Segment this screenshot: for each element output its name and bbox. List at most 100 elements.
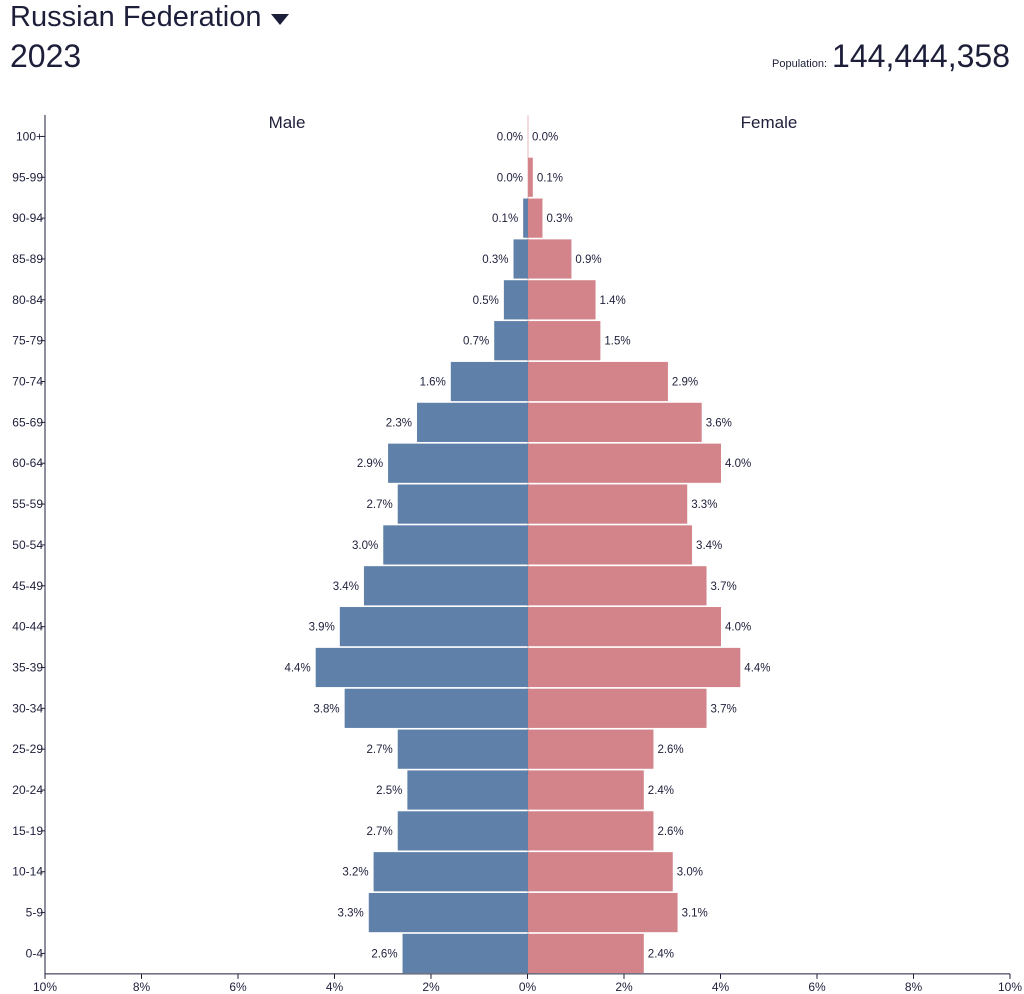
male-bar	[397, 811, 528, 851]
population-label: Population:	[772, 58, 828, 70]
age-group-label: 35-39	[12, 660, 43, 674]
male-value-label: 0.0%	[497, 172, 523, 184]
female-value-label: 4.0%	[725, 622, 751, 634]
female-value-label: 0.3%	[546, 213, 572, 225]
female-bar	[528, 525, 693, 565]
male-value-label: 2.3%	[386, 417, 412, 429]
male-value-label: 2.9%	[357, 458, 383, 470]
male-bar	[523, 198, 528, 238]
male-bar	[417, 402, 528, 442]
female-bar	[528, 321, 601, 361]
male-bar	[339, 607, 528, 647]
female-bar	[528, 566, 707, 606]
male-value-label: 2.7%	[367, 744, 393, 756]
female-value-label: 3.0%	[677, 867, 703, 879]
age-group-label: 60-64	[12, 456, 43, 470]
age-group-label: 25-29	[12, 742, 43, 756]
male-bar	[450, 361, 528, 402]
country-selector[interactable]: Russian Federation	[10, 0, 290, 34]
female-value-label: 3.4%	[696, 540, 722, 552]
female-bar	[528, 443, 721, 483]
female-value-label: 2.6%	[657, 744, 683, 756]
year-label: 2023	[10, 38, 82, 74]
male-bar	[344, 688, 528, 728]
population-summary: Population: 144,444,358	[772, 36, 1010, 76]
population-value: 144,444,358	[832, 38, 1010, 74]
male-value-label: 2.6%	[371, 948, 397, 960]
female-value-label: 0.1%	[537, 172, 563, 184]
male-value-label: 2.7%	[367, 499, 393, 511]
female-bar	[528, 811, 654, 851]
age-group-label: 20-24	[12, 783, 43, 797]
female-value-label: 0.9%	[575, 254, 601, 266]
x-tick-label: 2%	[615, 980, 633, 994]
male-bar	[363, 566, 528, 606]
male-bar	[402, 933, 528, 974]
age-group-label: 85-89	[12, 252, 43, 266]
age-group-label: 5-9	[26, 906, 44, 920]
country-name: Russian Federation	[10, 1, 262, 33]
female-bar	[528, 892, 678, 933]
age-group-label: 100+	[16, 129, 43, 143]
female-value-label: 3.7%	[711, 703, 737, 715]
female-value-label: 1.5%	[604, 336, 630, 348]
age-group-label: 45-49	[12, 579, 43, 593]
male-bar	[315, 647, 528, 688]
male-value-label: 3.2%	[342, 867, 368, 879]
male-bar	[513, 239, 528, 279]
female-value-label: 2.4%	[648, 785, 674, 797]
age-group-label: 70-74	[12, 375, 43, 389]
male-bar	[388, 443, 528, 483]
age-group-label: 55-59	[12, 497, 43, 511]
male-series-title: Male	[269, 113, 306, 132]
x-tick-label: 10%	[33, 980, 57, 994]
female-bar	[528, 770, 644, 810]
male-value-label: 3.8%	[313, 703, 339, 715]
male-bar	[503, 280, 528, 320]
male-bar	[397, 484, 528, 524]
female-bar	[528, 361, 668, 402]
age-group-label: 80-84	[12, 293, 43, 307]
female-bar	[528, 647, 741, 688]
female-value-label: 4.4%	[744, 662, 770, 674]
female-value-label: 4.0%	[725, 458, 751, 470]
female-bar	[528, 157, 533, 197]
age-group-label: 0-4	[26, 946, 44, 960]
age-group-label: 90-94	[12, 211, 43, 225]
male-value-label: 3.4%	[333, 581, 359, 593]
male-value-label: 0.1%	[492, 213, 518, 225]
female-bar	[528, 688, 707, 728]
age-group-label: 10-14	[12, 865, 43, 879]
female-value-label: 2.9%	[672, 377, 698, 389]
female-bar	[528, 933, 644, 974]
female-bar	[528, 607, 721, 647]
male-value-label: 1.6%	[420, 377, 446, 389]
male-value-label: 3.0%	[352, 540, 378, 552]
male-bar	[373, 852, 528, 892]
female-bar	[528, 852, 673, 892]
female-value-label: 3.7%	[711, 581, 737, 593]
male-value-label: 2.7%	[367, 826, 393, 838]
x-tick-label: 8%	[133, 980, 151, 994]
male-value-label: 0.7%	[463, 336, 489, 348]
age-group-label: 30-34	[12, 701, 43, 715]
male-value-label: 0.3%	[482, 254, 508, 266]
female-value-label: 3.6%	[706, 417, 732, 429]
male-bar	[494, 321, 528, 361]
female-value-label: 2.6%	[657, 826, 683, 838]
x-tick-label: 4%	[712, 980, 730, 994]
female-bar	[528, 484, 688, 524]
x-tick-label: 2%	[422, 980, 440, 994]
x-tick-label: 8%	[905, 980, 923, 994]
female-value-label: 3.1%	[682, 908, 708, 920]
male-bar	[383, 525, 528, 565]
age-group-label: 15-19	[12, 824, 43, 838]
male-value-label: 0.0%	[497, 131, 523, 143]
male-value-label: 0.5%	[473, 295, 499, 307]
male-value-label: 3.3%	[338, 908, 364, 920]
x-tick-label: 6%	[808, 980, 826, 994]
caret-down-icon[interactable]	[271, 13, 290, 25]
female-value-label: 3.3%	[691, 499, 717, 511]
male-value-label: 4.4%	[284, 662, 310, 674]
x-tick-label: 6%	[229, 980, 247, 994]
